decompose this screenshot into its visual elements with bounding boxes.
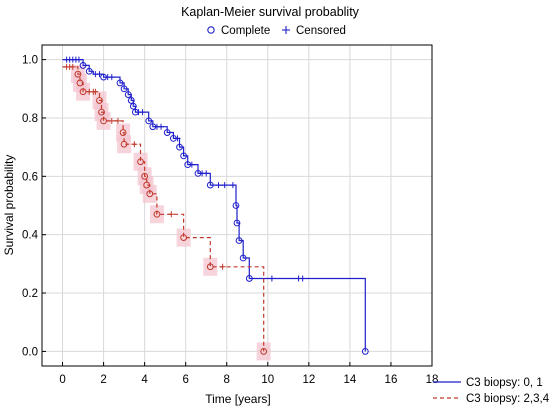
- marker-legend: Complete Censored: [207, 25, 346, 37]
- y-tick-label: 1.0: [22, 55, 38, 67]
- complete-event-marker: [176, 143, 183, 151]
- complete-event-marker: [120, 140, 128, 148]
- complete-event-marker: [129, 102, 137, 110]
- y-tick-label: 0.4: [22, 230, 39, 242]
- complete-event-marker: [85, 67, 93, 75]
- x-axis-title: Time [years]: [205, 392, 271, 406]
- complete-event-marker: [245, 275, 253, 282]
- x-tick-label: 2: [100, 374, 106, 386]
- chart-title: Kaplan-Meier survival probablity: [181, 5, 360, 19]
- series-markers: [63, 56, 369, 355]
- complete-event-marker: [239, 254, 247, 262]
- y-tick-label: 0.0: [22, 346, 38, 358]
- complete-event-marker: [361, 348, 369, 355]
- y-axis-title: Survival probability: [2, 155, 16, 256]
- complete-event-marker: [232, 202, 240, 209]
- censored-marker: [92, 88, 99, 95]
- censored-marker: [168, 211, 175, 218]
- y-tick-label: 0.6: [22, 171, 38, 183]
- complete-event-marker: [96, 97, 103, 104]
- censored-marker: [215, 182, 222, 189]
- censored-marker: [108, 117, 115, 124]
- series-legend-label-2: C3 biopsy: 2,3,4: [466, 393, 550, 405]
- complete-event-marker: [233, 219, 241, 227]
- censored-marker: [75, 56, 82, 63]
- ci-band-segment: [142, 184, 157, 203]
- complete-event-marker: [260, 348, 268, 355]
- complete-event-marker: [206, 181, 214, 189]
- censored-legend-label: Censored: [296, 25, 346, 37]
- censored-marker: [96, 71, 103, 78]
- grid: [42, 45, 433, 366]
- complete-event-marker: [143, 181, 151, 189]
- complete-event-marker: [79, 88, 87, 96]
- complete-event-marker: [127, 97, 135, 104]
- x-tick-label: 16: [385, 374, 398, 386]
- x-tick-label: 18: [426, 374, 439, 386]
- plot-area-frame: [41, 44, 433, 367]
- complete-event-marker: [235, 237, 243, 244]
- x-axis-ticks: 0 2 4 6 8 10 12 14 16 18: [59, 362, 438, 386]
- x-tick-label: 12: [302, 374, 315, 386]
- series-legend: C3 biopsy: 0, 1 C3 biopsy: 2,3,4: [433, 377, 550, 405]
- complete-event-marker: [79, 62, 87, 69]
- x-tick-label: 0: [59, 374, 65, 386]
- complete-event-marker: [137, 158, 144, 166]
- complete-event-marker: [124, 91, 132, 99]
- complete-event-marker: [180, 152, 188, 160]
- complete-event-marker: [98, 108, 105, 116]
- censored-marker: [219, 263, 226, 270]
- censored-marker: [188, 161, 195, 168]
- censored-marker: [174, 135, 181, 142]
- complete-event-marker: [146, 190, 154, 198]
- complete-event-marker: [119, 129, 127, 136]
- censored-marker: [221, 182, 228, 189]
- censored-marker: [108, 74, 115, 81]
- censored-marker: [139, 109, 146, 116]
- complete-event-marker: [100, 117, 107, 125]
- complete-event-marker: [120, 85, 128, 93]
- x-tick-label: 10: [261, 374, 274, 386]
- x-tick-label: 8: [224, 374, 230, 386]
- censored-marker: [131, 141, 138, 148]
- censored-marker: [114, 117, 121, 124]
- censored-marker-icon: [282, 26, 290, 34]
- censored-marker: [69, 63, 76, 70]
- ci-band-segment: [96, 111, 111, 130]
- censored-marker: [229, 182, 236, 189]
- complete-marker-icon: [207, 26, 215, 34]
- complete-event-marker: [163, 129, 171, 136]
- x-tick-label: 6: [182, 374, 188, 386]
- ci-band-segment: [133, 152, 148, 171]
- censored-marker: [268, 275, 275, 282]
- complete-legend-label: Complete: [221, 25, 270, 37]
- complete-event-marker: [116, 79, 124, 87]
- y-axis-ticks: 0.0 0.2 0.4 0.6 0.8 1.0: [22, 55, 46, 358]
- ci-band-segment: [176, 228, 191, 247]
- ci-band-segment: [256, 342, 271, 361]
- complete-event-marker: [74, 70, 82, 78]
- y-tick-label: 0.2: [22, 288, 38, 300]
- complete-event-marker: [180, 234, 188, 242]
- complete-event-marker: [153, 210, 161, 218]
- ci-band-segment: [117, 135, 132, 154]
- censored-marker: [203, 170, 210, 177]
- complete-event-marker: [76, 79, 84, 87]
- series-line-c3-biopsy-2-3-4: [62, 66, 265, 352]
- complete-event-marker: [145, 117, 153, 125]
- complete-event-marker: [206, 263, 214, 271]
- x-tick-label: 14: [343, 374, 356, 386]
- censored-marker: [299, 275, 306, 282]
- x-tick-label: 4: [141, 374, 148, 386]
- censored-marker: [158, 123, 165, 130]
- y-tick-label: 0.8: [22, 113, 38, 125]
- series-legend-label-1: C3 biopsy: 0, 1: [466, 377, 543, 389]
- ci-band-segment: [203, 257, 218, 276]
- complete-event-marker: [141, 172, 149, 180]
